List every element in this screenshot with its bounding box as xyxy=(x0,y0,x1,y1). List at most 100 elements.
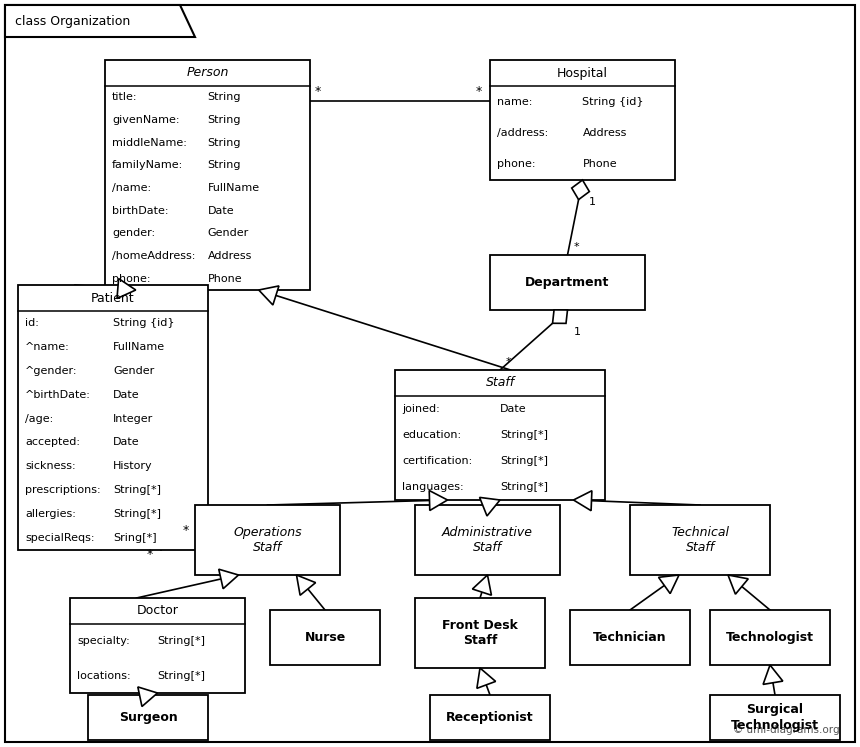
Text: Gender: Gender xyxy=(207,229,249,238)
Text: *: * xyxy=(476,85,482,98)
Polygon shape xyxy=(728,575,748,594)
Text: Phone: Phone xyxy=(207,273,243,284)
Bar xyxy=(710,610,830,665)
Text: Staff: Staff xyxy=(485,376,514,389)
Text: /age:: /age: xyxy=(25,414,53,424)
Text: id:: id: xyxy=(25,318,39,328)
Text: String[*]: String[*] xyxy=(157,671,206,681)
Text: specialty:: specialty: xyxy=(77,636,130,646)
Text: Patient: Patient xyxy=(91,291,135,305)
Bar xyxy=(415,598,545,668)
Text: *: * xyxy=(574,242,579,252)
Text: education:: education: xyxy=(402,430,461,440)
Polygon shape xyxy=(553,310,568,323)
Text: Surgical
Technologist: Surgical Technologist xyxy=(731,704,819,731)
Text: 1: 1 xyxy=(588,197,595,207)
Text: FullName: FullName xyxy=(207,183,260,193)
Text: Sring[*]: Sring[*] xyxy=(113,533,157,543)
Text: Nurse: Nurse xyxy=(304,631,346,644)
Text: String: String xyxy=(207,161,241,170)
Text: String[*]: String[*] xyxy=(500,456,548,466)
Bar xyxy=(195,505,340,575)
Bar xyxy=(430,695,550,740)
Bar xyxy=(18,285,208,550)
Text: phone:: phone: xyxy=(497,159,536,170)
Text: class Organization: class Organization xyxy=(15,14,130,28)
Text: title:: title: xyxy=(112,93,138,102)
Text: Operations
Staff: Operations Staff xyxy=(233,526,302,554)
Bar xyxy=(395,370,605,500)
Text: Date: Date xyxy=(113,438,139,447)
Text: Hospital: Hospital xyxy=(557,66,608,79)
Text: Technician: Technician xyxy=(593,631,666,644)
Text: Technical
Staff: Technical Staff xyxy=(671,526,729,554)
Text: givenName:: givenName: xyxy=(112,115,180,125)
Polygon shape xyxy=(659,575,679,594)
Text: Phone: Phone xyxy=(582,159,617,170)
Bar xyxy=(270,610,380,665)
Bar xyxy=(105,60,310,290)
Bar xyxy=(70,598,245,693)
Text: joined:: joined: xyxy=(402,404,439,414)
Polygon shape xyxy=(572,180,589,199)
Text: String[*]: String[*] xyxy=(113,486,161,495)
Polygon shape xyxy=(138,687,157,707)
Text: Gender: Gender xyxy=(113,366,154,376)
Text: ^name:: ^name: xyxy=(25,342,70,352)
Polygon shape xyxy=(429,491,447,510)
Text: gender:: gender: xyxy=(112,229,155,238)
Bar xyxy=(88,695,208,740)
Text: birthDate:: birthDate: xyxy=(112,205,169,216)
Text: languages:: languages: xyxy=(402,482,464,492)
Text: phone:: phone: xyxy=(112,273,150,284)
Text: String {id}: String {id} xyxy=(113,318,175,328)
Polygon shape xyxy=(218,569,238,589)
Polygon shape xyxy=(297,575,316,595)
Text: locations:: locations: xyxy=(77,671,131,681)
Text: certification:: certification: xyxy=(402,456,472,466)
Text: Surgeon: Surgeon xyxy=(119,711,177,724)
Text: String: String xyxy=(207,137,241,148)
Text: String[*]: String[*] xyxy=(157,636,206,646)
Text: accepted:: accepted: xyxy=(25,438,80,447)
Text: History: History xyxy=(113,462,152,471)
Bar xyxy=(570,610,690,665)
Text: *: * xyxy=(506,357,512,367)
Text: String: String xyxy=(207,93,241,102)
Text: Address: Address xyxy=(582,128,627,138)
Text: specialReqs:: specialReqs: xyxy=(25,533,95,543)
Text: Doctor: Doctor xyxy=(137,604,178,618)
Text: Date: Date xyxy=(207,205,234,216)
Polygon shape xyxy=(472,575,491,595)
Text: 1: 1 xyxy=(574,327,580,337)
Text: String: String xyxy=(207,115,241,125)
Text: String[*]: String[*] xyxy=(500,482,548,492)
Text: *: * xyxy=(146,548,153,561)
Polygon shape xyxy=(259,286,279,305)
Text: /address:: /address: xyxy=(497,128,549,138)
Text: Person: Person xyxy=(187,66,229,79)
Text: /homeAddress:: /homeAddress: xyxy=(112,251,195,261)
Text: name:: name: xyxy=(497,96,532,107)
Text: String[*]: String[*] xyxy=(113,509,161,519)
Bar xyxy=(630,505,770,575)
Polygon shape xyxy=(5,5,195,37)
Text: String {id}: String {id} xyxy=(582,96,644,107)
Polygon shape xyxy=(117,279,136,299)
Bar xyxy=(710,695,840,740)
Text: allergies:: allergies: xyxy=(25,509,76,519)
Bar xyxy=(490,60,675,180)
Text: sickness:: sickness: xyxy=(25,462,76,471)
Text: *: * xyxy=(183,524,189,537)
Polygon shape xyxy=(574,491,592,511)
Text: Technologist: Technologist xyxy=(726,631,814,644)
Polygon shape xyxy=(480,498,500,516)
Polygon shape xyxy=(763,665,783,684)
Text: ^gender:: ^gender: xyxy=(25,366,77,376)
Text: Integer: Integer xyxy=(113,414,153,424)
Text: prescriptions:: prescriptions: xyxy=(25,486,101,495)
Text: /name:: /name: xyxy=(112,183,151,193)
Text: Address: Address xyxy=(207,251,252,261)
Bar xyxy=(490,255,645,310)
Text: ^birthDate:: ^birthDate: xyxy=(25,390,91,400)
